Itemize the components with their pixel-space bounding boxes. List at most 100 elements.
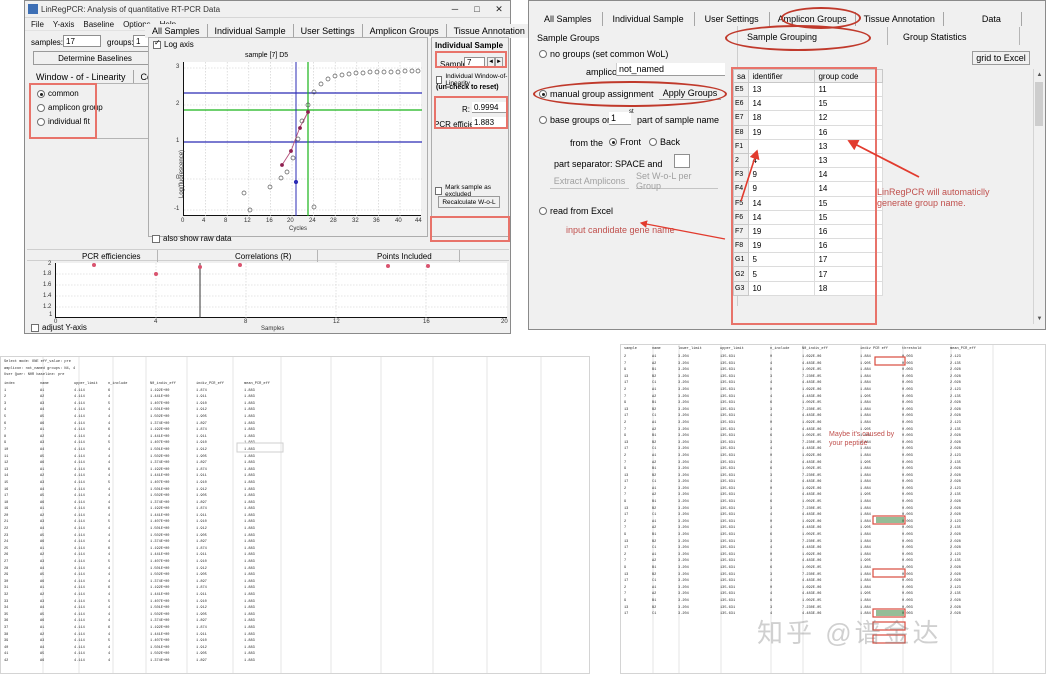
sheet-cell[interactable]: 1.905 bbox=[196, 573, 207, 578]
scroll-down-arrow[interactable]: ▼ bbox=[1036, 315, 1043, 322]
sheet-cell[interactable]: 9 bbox=[624, 467, 627, 472]
base-groups-part-input[interactable]: 1 bbox=[609, 112, 631, 125]
table-row[interactable]: E7 18 12 bbox=[733, 110, 883, 126]
sheet-cell[interactable]: 4.483E-06 bbox=[802, 414, 822, 419]
sheet-cell[interactable]: 17 bbox=[624, 612, 629, 617]
sheet-cell[interactable]: 1.002E-05 bbox=[802, 401, 822, 406]
sheet-row[interactable]: 17 A5 4.114 4 1.502E+00 1.905 1.883 bbox=[3, 493, 293, 500]
sheet-cell[interactable]: A2 bbox=[40, 434, 45, 439]
sheet-cell[interactable]: 6 bbox=[4, 421, 7, 426]
sheet-cell[interactable]: 3 bbox=[770, 572, 773, 577]
sheet-cell[interactable]: 2 bbox=[4, 395, 7, 400]
sheet-cell[interactable]: 2 bbox=[624, 585, 627, 590]
maximize-button[interactable]: □ bbox=[474, 4, 480, 14]
sheet-cell[interactable]: 7.230E-05 bbox=[802, 539, 822, 544]
sheet-cell[interactable]: 4 bbox=[770, 612, 773, 617]
sheet-cell[interactable]: 1.912 bbox=[196, 566, 207, 571]
sheet-cell[interactable]: 135.631 bbox=[720, 460, 736, 465]
sheet-cell[interactable]: 4.483E-06 bbox=[802, 592, 822, 597]
sample-number-input[interactable]: 7 bbox=[464, 57, 485, 68]
sheet-cell[interactable]: 9 bbox=[624, 500, 627, 505]
sheet-cell[interactable]: 4.483E-06 bbox=[802, 381, 822, 386]
sheet-cell[interactable]: 3 bbox=[770, 539, 773, 544]
sheet-cell[interactable]: 4 bbox=[108, 474, 111, 479]
sheet-cell[interactable]: 24 bbox=[4, 540, 9, 545]
sheet-cell[interactable]: B1 bbox=[652, 368, 657, 373]
sheet-cell[interactable]: 1.374E+00 bbox=[150, 619, 170, 624]
sheet-cell[interactable]: A5 bbox=[40, 612, 45, 617]
sheet-cell[interactable]: 3.204 bbox=[678, 427, 689, 432]
sheet-cell[interactable]: 34 bbox=[4, 606, 9, 611]
radio-read-from-excel[interactable]: read from Excel bbox=[539, 206, 613, 216]
sheet-cell[interactable]: 1.874 bbox=[196, 388, 207, 393]
sheet-cell[interactable]: 4.114 bbox=[74, 639, 85, 644]
sheet-cell[interactable]: 1.884 bbox=[860, 519, 871, 524]
sheet-cell[interactable]: 0.003 bbox=[902, 526, 913, 531]
sheet-cell[interactable]: 1.374E+00 bbox=[150, 500, 170, 505]
sheet-cell[interactable]: 1.874 bbox=[196, 625, 207, 630]
sheet-cell[interactable]: 4.483E-06 bbox=[802, 447, 822, 452]
sheet-cell[interactable]: 2.028 bbox=[950, 539, 961, 544]
sheet-cell[interactable]: A1 bbox=[652, 552, 657, 557]
sheet-cell[interactable]: 2.028 bbox=[950, 605, 961, 610]
sheet-cell[interactable]: 21 bbox=[4, 520, 9, 525]
sheet-cell[interactable]: 4.483E-06 bbox=[802, 579, 822, 584]
sheet-cell[interactable]: 135.631 bbox=[720, 513, 736, 518]
sheet-cell[interactable]: 1.874 bbox=[196, 467, 207, 472]
sheet-row[interactable]: 35 A5 4.114 4 1.502E+00 1.905 1.883 bbox=[3, 612, 293, 619]
sheet-row[interactable]: 42 A6 4.114 4 1.374E+00 1.897 1.883 bbox=[3, 658, 293, 665]
sheet-cell[interactable]: 1.884 bbox=[860, 539, 871, 544]
sheet-cell[interactable]: 6 bbox=[770, 368, 773, 373]
sheet-cell[interactable]: 6 bbox=[770, 533, 773, 538]
sheet-cell[interactable]: 3.204 bbox=[678, 592, 689, 597]
sheet-cell[interactable]: C1 bbox=[652, 579, 657, 584]
sheet-row[interactable]: 9 B1 3.204 135.631 6 1.002E-05 1.884 0.003 2.028 bbox=[623, 565, 997, 572]
sheet-cell[interactable]: B2 bbox=[652, 374, 657, 379]
sheet-cell[interactable]: 3.204 bbox=[678, 559, 689, 564]
sheet-cell[interactable]: 1.883 bbox=[244, 487, 255, 492]
sheet-cell[interactable]: A5 bbox=[40, 454, 45, 459]
sheet-cell[interactable]: 3.204 bbox=[678, 473, 689, 478]
sheet-cell[interactable]: 135.631 bbox=[720, 414, 736, 419]
sheet-cell[interactable]: 4.114 bbox=[74, 520, 85, 525]
sheet-cell[interactable]: 135.631 bbox=[720, 539, 736, 544]
sheet-cell[interactable]: A3 bbox=[40, 560, 45, 565]
sheet-cell[interactable]: 4.483E-06 bbox=[802, 427, 822, 432]
cell-identifier[interactable]: 19 bbox=[748, 223, 816, 240]
sheet-cell[interactable]: 12 bbox=[4, 461, 9, 466]
row-header[interactable]: F7 bbox=[733, 223, 750, 240]
sheet-cell[interactable]: 1.501E+00 bbox=[150, 408, 170, 413]
sheet-cell[interactable]: 1.911 bbox=[196, 395, 207, 400]
sheet-cell[interactable]: 3.204 bbox=[678, 579, 689, 584]
sheet-cell[interactable]: 0.003 bbox=[902, 387, 913, 392]
sheet-cell[interactable]: 135.631 bbox=[720, 605, 736, 610]
sheet-cell[interactable]: 5 bbox=[108, 599, 111, 604]
sheet-row[interactable]: 11 A5 4.114 4 1.502E+00 1.905 1.883 bbox=[3, 454, 293, 461]
sheet-cell[interactable]: 1.407E+00 bbox=[150, 480, 170, 485]
row-header[interactable]: F6 bbox=[733, 209, 750, 225]
sheet-cell[interactable]: 0.003 bbox=[902, 440, 913, 445]
sheet-cell[interactable]: 2.028 bbox=[950, 447, 961, 452]
row-header[interactable]: F8 bbox=[733, 238, 750, 254]
sheet-cell[interactable]: 1.002E-05 bbox=[802, 533, 822, 538]
sheet-row[interactable]: 16 A4 4.114 4 1.501E+00 1.912 1.883 bbox=[3, 487, 293, 494]
cell-identifier[interactable]: 14 bbox=[748, 195, 816, 211]
sheet-cell[interactable]: 2.135 bbox=[950, 526, 961, 531]
sheet-cell[interactable]: 4 bbox=[108, 500, 111, 505]
sheet-cell[interactable]: A3 bbox=[40, 480, 45, 485]
sheet-cell[interactable]: 135.631 bbox=[720, 394, 736, 399]
sheet-cell[interactable]: 1.502E+00 bbox=[150, 454, 170, 459]
sheet-cell[interactable]: 3.204 bbox=[678, 519, 689, 524]
sheet-row[interactable]: 4 A4 4.114 4 1.501E+00 1.912 1.883 bbox=[3, 407, 293, 414]
sheet-cell[interactable]: 4.114 bbox=[74, 599, 85, 604]
sheet-cell[interactable]: 0.003 bbox=[902, 605, 913, 610]
sheet-cell[interactable]: 1.884 bbox=[860, 566, 871, 570]
table-row[interactable]: F7 19 16 bbox=[733, 223, 883, 240]
sheet-cell[interactable]: 0 bbox=[770, 355, 773, 359]
sheet-row[interactable]: 29 A5 4.114 4 1.502E+00 1.905 1.883 bbox=[3, 572, 293, 579]
sheet-cell[interactable]: 3.204 bbox=[678, 500, 689, 505]
sheet-cell[interactable]: 4.114 bbox=[74, 579, 85, 584]
sheet-cell[interactable]: 1.910 bbox=[196, 401, 207, 406]
sheet-cell[interactable]: 6 bbox=[108, 586, 111, 591]
sheet-cell[interactable]: 3.204 bbox=[678, 546, 689, 551]
